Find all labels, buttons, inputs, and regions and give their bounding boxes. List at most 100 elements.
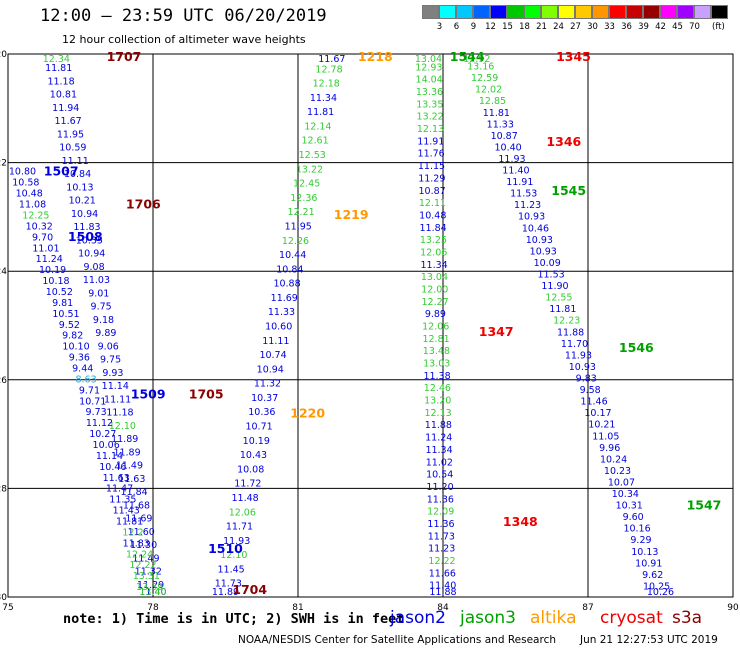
color-scale-swatch xyxy=(575,5,592,19)
wave-height-value: 11.40 xyxy=(139,587,166,598)
wave-height-value: 11.23 xyxy=(428,544,455,555)
wave-height-value: 11.36 xyxy=(427,494,454,505)
wave-height-value: 11.71 xyxy=(226,522,253,533)
wave-height-value: 10.81 xyxy=(50,90,77,101)
wave-height-value: 10.10 xyxy=(62,342,89,353)
wave-height-value: 11.67 xyxy=(55,116,82,127)
color-scale-label: 45 xyxy=(672,22,683,32)
wave-height-value: 10.35 xyxy=(76,235,103,246)
wave-height-value: 13.04 xyxy=(415,54,442,65)
wave-height-value: 11.02 xyxy=(426,457,453,468)
wave-height-value: 9.29 xyxy=(630,535,651,546)
x-tick-label: 75 xyxy=(2,603,13,613)
wave-height-value: 11.46 xyxy=(580,397,607,408)
wave-height-value: 10.25 xyxy=(643,581,670,592)
wave-height-value: 11.70 xyxy=(561,339,588,350)
wave-height-value: 11.03 xyxy=(83,275,110,286)
wave-height-value: 11.69 xyxy=(271,293,298,304)
color-scale-swatch xyxy=(490,5,507,19)
wave-height-value: 13.22 xyxy=(296,164,323,175)
color-scale-swatch xyxy=(711,5,728,19)
wave-height-value: 10.08 xyxy=(237,464,264,475)
wave-height-value: 12.81 xyxy=(422,334,449,345)
wave-height-value: 11.29 xyxy=(418,173,445,184)
wave-height-value: 11.33 xyxy=(487,119,514,130)
wave-height-value: 10.09 xyxy=(534,258,561,269)
pass-number-label: 1544 xyxy=(450,49,485,64)
x-tick-label: 87 xyxy=(582,603,593,613)
color-scale-swatch xyxy=(422,5,439,19)
pass-number-label: 1345 xyxy=(556,49,591,64)
wave-height-value: 11.91 xyxy=(506,177,533,188)
color-scale-label: 15 xyxy=(502,22,513,32)
wave-height-value: 10.23 xyxy=(604,466,631,477)
wave-height-value: 10.21 xyxy=(588,420,615,431)
wave-height-value: 10.80 xyxy=(9,167,36,178)
chart-title: 12:00 – 23:59 UTC 06/20/2019 xyxy=(40,6,327,26)
wave-height-value: 11.73 xyxy=(428,531,455,542)
wave-height-value: 11.14 xyxy=(96,451,123,462)
pass-number-label: 1220 xyxy=(290,405,325,420)
wave-height-value: 12.78 xyxy=(315,64,342,75)
wave-height-value: 12.11 xyxy=(419,198,446,209)
wave-height-value: 9.08 xyxy=(83,262,104,273)
wave-height-value: 10.34 xyxy=(612,489,639,500)
y-tick-label: 30 xyxy=(0,593,7,603)
pass-number-label: 1507 xyxy=(44,164,79,179)
pass-number-label: 1704 xyxy=(232,582,267,597)
wave-height-value: 9.75 xyxy=(100,355,121,366)
wave-height-value: 9.62 xyxy=(642,570,663,581)
wave-height-value: 9.73 xyxy=(86,407,107,418)
wave-height-value: 11.24 xyxy=(425,433,452,444)
wave-height-value: 11.95 xyxy=(285,221,312,232)
wave-height-value: 10.26 xyxy=(647,587,674,598)
legend-cryosat: cryosat xyxy=(600,608,663,628)
wave-height-value: 9.44 xyxy=(72,363,93,374)
wave-height-value: 9.52 xyxy=(59,320,80,331)
color-scale-swatch xyxy=(660,5,677,19)
legend-jason3: jason3 xyxy=(460,608,516,628)
wave-height-value: 11.81 xyxy=(549,304,576,315)
wave-height-value: 10.93 xyxy=(526,235,553,246)
wave-height-value: 11.30 xyxy=(130,540,157,551)
wave-height-value: 13.31 xyxy=(133,571,160,582)
wave-height-value: 10.17 xyxy=(584,408,611,419)
wave-height-value: 11.66 xyxy=(429,568,456,579)
wave-height-value: 13.39 xyxy=(136,582,163,593)
wave-height-value: 11.89 xyxy=(111,434,138,445)
wave-height-value: 13.04 xyxy=(421,272,448,283)
wave-height-value: 11.73 xyxy=(215,579,242,590)
wave-height-value: 12.24 xyxy=(126,549,153,560)
wave-height-value: 10.84 xyxy=(64,169,91,180)
wave-height-value: 11.93 xyxy=(223,536,250,547)
color-scale-label: 21 xyxy=(536,22,547,32)
wave-height-value: 13.48 xyxy=(423,346,450,357)
pass-number-label: 1347 xyxy=(479,324,514,339)
x-tick-label: 81 xyxy=(292,603,303,613)
wave-height-value: 12.06 xyxy=(422,322,449,333)
color-scale-label: 36 xyxy=(621,22,632,32)
pass-number-label: 1547 xyxy=(687,498,722,513)
wave-height-value: 12.00 xyxy=(421,284,448,295)
wave-height-value: 11.36 xyxy=(427,519,454,530)
wave-height-value: 13.40 xyxy=(139,587,166,598)
wave-height-value: 11.01 xyxy=(32,243,59,254)
y-tick-label: 28 xyxy=(0,484,7,494)
wave-height-value: 11.24 xyxy=(36,254,63,265)
y-tick-label: 20 xyxy=(0,50,7,60)
wave-height-value: 11.35 xyxy=(109,495,136,506)
wave-height-value: 10.43 xyxy=(240,450,267,461)
color-scale-label: 24 xyxy=(553,22,564,32)
color-scale-swatch xyxy=(456,5,473,19)
wave-height-value: 11.47 xyxy=(106,484,133,495)
wave-height-value: 11.81 xyxy=(483,108,510,119)
wave-height-value: 12.36 xyxy=(290,193,317,204)
wave-height-value: 9.58 xyxy=(580,385,601,396)
wave-height-value: 9.93 xyxy=(102,368,123,379)
color-scale-unit: (ft) xyxy=(712,22,725,32)
color-scale-swatch xyxy=(677,5,694,19)
wave-height-value: 13.20 xyxy=(424,396,451,407)
wave-height-value: 10.37 xyxy=(251,393,278,404)
wave-height-value: 11.83 xyxy=(73,222,100,233)
